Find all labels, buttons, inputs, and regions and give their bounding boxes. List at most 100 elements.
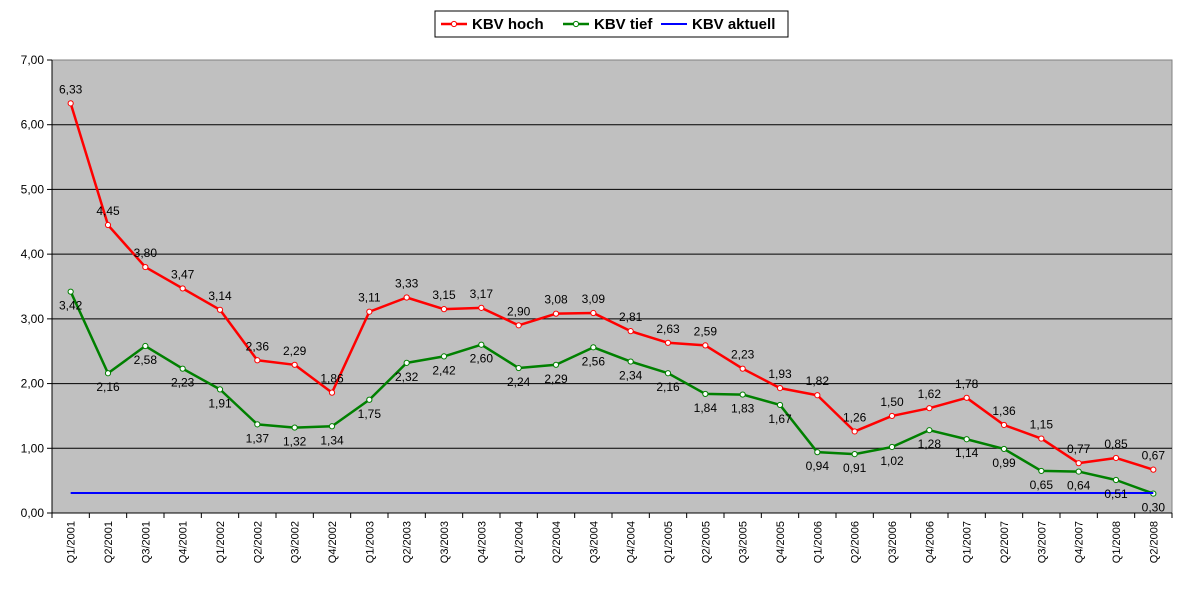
data-point (851, 428, 858, 435)
x-tick-label: Q1/2002 (215, 521, 227, 563)
data-label: 1,67 (768, 412, 792, 426)
data-point (179, 285, 186, 292)
series-line-kbv-tief (69, 291, 1154, 495)
data-label: 1,15 (1030, 418, 1054, 432)
data-label: 0,67 (1142, 449, 1166, 463)
legend: KBV hoch KBV tief KBV aktuell (434, 10, 789, 38)
data-label: 1,37 (246, 431, 270, 445)
series-line-kbv-hoch (69, 102, 1154, 471)
data-label: 1,36 (992, 404, 1016, 418)
x-tick-label: Q1/2007 (962, 521, 974, 563)
data-label: 2,81 (619, 310, 643, 324)
data-label: 1,84 (694, 401, 718, 415)
data-point (179, 365, 186, 372)
data-label: 0,94 (806, 459, 830, 473)
data-point (963, 436, 970, 443)
data-point (478, 341, 485, 348)
x-tick-label: Q2/2005 (700, 521, 712, 563)
data-point (664, 370, 672, 377)
x-tick-label: Q2/2007 (999, 521, 1011, 563)
data-point (478, 304, 485, 311)
data-point (1112, 476, 1120, 484)
data-point (814, 449, 821, 456)
data-label: 1,62 (918, 387, 942, 401)
x-tick-label: Q4/2003 (476, 521, 488, 563)
data-label: 2,24 (507, 375, 531, 389)
x-tick-label: Q4/2004 (626, 521, 638, 563)
data-label: 3,33 (395, 277, 419, 291)
data-point (739, 365, 746, 372)
data-point (142, 342, 149, 350)
data-point (366, 308, 373, 315)
legend-label: KBV tief (594, 16, 653, 33)
x-tick-label: Q1/2001 (66, 521, 78, 563)
x-tick-label: Q3/2004 (588, 521, 600, 563)
x-tick-label: Q2/2008 (1148, 521, 1160, 563)
data-point (328, 423, 336, 430)
data-label: 1,02 (880, 454, 904, 468)
y-tick-label: 2,00 (21, 377, 45, 391)
plot-area (51, 59, 1173, 514)
plot-background (51, 59, 1173, 514)
data-label: 0,64 (1067, 479, 1091, 493)
data-labels: 6,33 4,45 3,80 3,47 3,14 2,36 2,29 1,86 3,11 3,33… (59, 82, 1165, 514)
data-point (963, 394, 970, 401)
data-point (888, 443, 896, 451)
x-tick-label: Q2/2006 (850, 521, 862, 563)
data-label: 1,86 (320, 372, 344, 386)
x-tick-label: Q1/2005 (663, 521, 675, 563)
x-tick-label: Q4/2007 (1074, 521, 1086, 563)
x-tick-label: Q4/2005 (775, 521, 787, 563)
data-point (627, 328, 634, 335)
data-label: 2,23 (731, 348, 755, 362)
data-label: 2,23 (171, 376, 195, 390)
data-label: 1,14 (955, 446, 979, 460)
data-label: 2,63 (656, 322, 680, 336)
data-point (1112, 454, 1120, 462)
data-label: 1,78 (955, 377, 979, 391)
data-label: 3,17 (470, 287, 494, 301)
data-point (440, 306, 448, 313)
data-label: 1,91 (208, 396, 232, 410)
data-point (664, 339, 672, 346)
data-point (851, 451, 858, 458)
legend-label: KBV hoch (472, 16, 544, 33)
data-point (403, 359, 410, 366)
y-tick-label: 3,00 (21, 312, 45, 326)
x-tick-label: Q1/2003 (364, 521, 376, 563)
data-point (888, 412, 896, 420)
data-label: 3,09 (582, 292, 606, 306)
data-point (104, 370, 112, 377)
y-tick-label: 0,00 (21, 506, 45, 520)
data-label: 1,50 (880, 395, 904, 409)
y-tick-label: 4,00 (21, 247, 45, 261)
x-tick-label: Q4/2006 (924, 521, 936, 563)
data-point (254, 357, 261, 364)
data-label: 0,51 (1104, 487, 1128, 501)
data-point (1038, 467, 1045, 475)
data-label: 2,42 (432, 363, 456, 377)
data-label: 3,47 (171, 267, 195, 281)
data-label: 1,82 (806, 374, 830, 388)
legend-marker (572, 20, 580, 28)
x-tick-label: Q2/2003 (402, 521, 414, 563)
data-point (627, 358, 634, 365)
data-label: 0,91 (843, 461, 867, 475)
data-point (590, 344, 597, 351)
data-label: 2,90 (507, 304, 531, 318)
data-point (1000, 421, 1008, 429)
data-point (926, 405, 933, 412)
data-label: 3,11 (358, 291, 381, 305)
data-point (1075, 460, 1082, 467)
data-label: 2,59 (694, 324, 718, 338)
data-label: 1,28 (918, 437, 942, 451)
data-label: 1,75 (358, 407, 382, 421)
data-label: 2,16 (656, 380, 680, 394)
data-point (104, 221, 112, 229)
axes: 0,00 1,00 2,00 3,00 4,00 5,00 6,00 7,00 Q1/2001 Q… (21, 53, 1173, 563)
x-tick-label: Q3/2006 (887, 521, 899, 563)
data-point (590, 309, 597, 317)
data-point (515, 364, 522, 372)
data-label: 2,34 (619, 369, 643, 383)
